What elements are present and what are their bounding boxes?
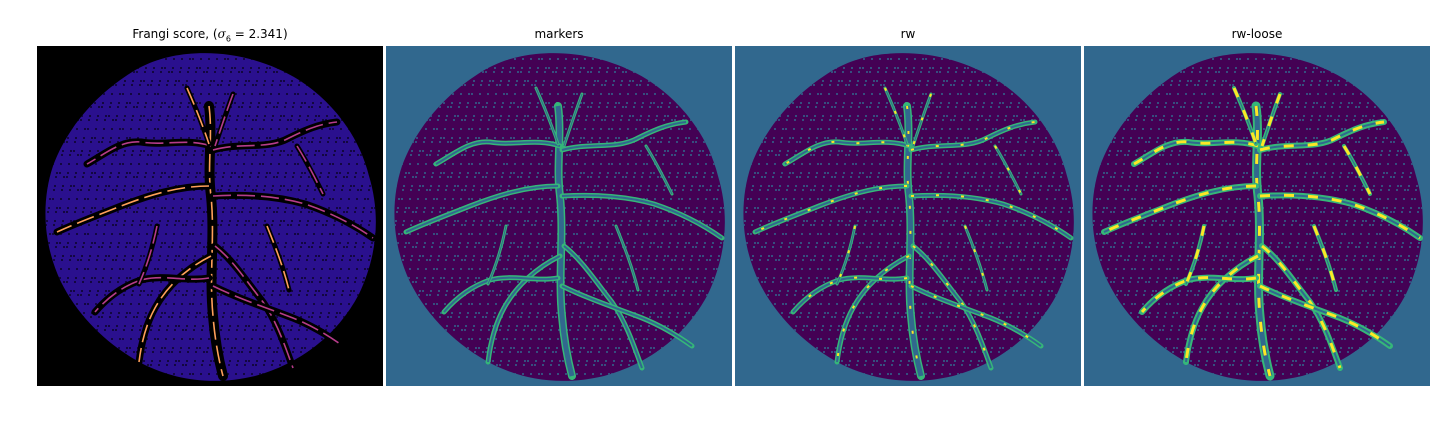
markers-image: [386, 46, 732, 386]
vessel-highlight: [1312, 225, 1338, 291]
vessel-interior: [836, 225, 856, 285]
vessel-edge-response: [214, 93, 234, 147]
vessel-interior: [1133, 140, 1259, 165]
vessel-interior: [563, 93, 583, 147]
vessel-highlight: [754, 185, 908, 233]
vessel-interior: [904, 105, 924, 377]
vessel-edge-response: [214, 245, 294, 369]
vessel-highlight: [836, 255, 910, 363]
vessel-interior: [884, 87, 908, 145]
vessel-interior: [487, 225, 507, 285]
vessel-edge-response: [266, 225, 290, 291]
vessel-edge-response: [212, 285, 344, 347]
vessel-highlight: [1259, 284, 1391, 348]
vessel-interior: [784, 140, 910, 165]
vessel-highlight: [910, 285, 1042, 347]
vessel-highlight: [1259, 120, 1385, 152]
vessel-interior: [435, 140, 561, 165]
vessel-edge-response: [138, 255, 212, 363]
rw-image: [735, 46, 1081, 386]
vessel-interior: [615, 225, 639, 291]
panel-title-rw: rw: [900, 27, 916, 41]
vessel-highlight: [1232, 87, 1258, 145]
sigma-symbol: σ: [217, 27, 226, 41]
vessel-highlight: [1184, 254, 1259, 363]
vessel-interior: [405, 185, 559, 233]
panel-title-frangi: Frangi score, (σ6 = 2.341): [37, 27, 383, 45]
vessel-edge-response: [86, 141, 212, 165]
vessel-edge-response: [212, 194, 374, 239]
vessel-interior: [561, 194, 723, 239]
panel-title-markers: markers: [534, 27, 584, 41]
frangi-score-image: [37, 46, 383, 386]
vessel-interior: [487, 255, 561, 363]
vessel-edge-response: [186, 87, 210, 145]
vessel-highlight: [1259, 193, 1421, 240]
vessel-interior: [645, 145, 673, 195]
vessel-edge-response: [296, 145, 324, 195]
vessel-highlight: [1342, 145, 1372, 195]
vessel-edge-response: [94, 276, 210, 313]
vessel-highlight: [1260, 93, 1282, 147]
vessel-interior: [561, 285, 693, 347]
vessel-highlight: [994, 145, 1022, 195]
vessel-edge-response: [138, 225, 158, 285]
vessel-highlight: [910, 121, 1036, 151]
vessel-highlight: [912, 93, 932, 147]
vessel-interior: [561, 121, 687, 151]
vessel-edge-response: [212, 121, 338, 151]
vessel-edge-response: [56, 185, 210, 233]
vessel-interior: [964, 225, 988, 291]
vessel-highlight: [912, 245, 992, 369]
vessel-interior: [563, 245, 643, 369]
frangi-title-prefix: Frangi score, (: [132, 27, 218, 41]
vessel-highlight: [1261, 244, 1342, 369]
frangi-title-suffix: = 2.341): [230, 27, 288, 41]
vessel-highlight: [1184, 225, 1206, 285]
vessel-highlight: [1103, 184, 1257, 234]
vessel-highlight: [910, 194, 1072, 239]
sigma-subscript: 6: [225, 34, 231, 44]
rw-loose-image: [1084, 46, 1430, 386]
panel-title-rw-loose: rw-loose: [1231, 27, 1283, 41]
vessel-interior: [555, 105, 575, 377]
vessel-interior: [535, 87, 559, 145]
